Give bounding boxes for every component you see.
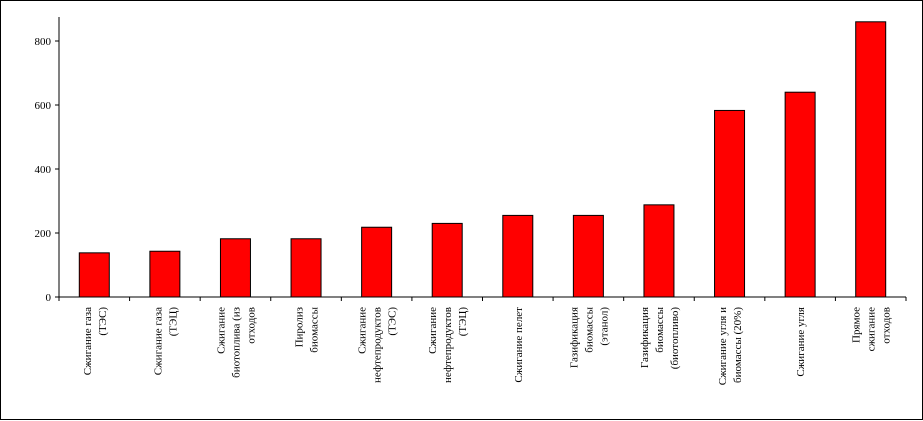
bar <box>714 109 746 298</box>
category-label-line: (ТЭС) <box>387 307 399 336</box>
category-label-line: сжигание <box>866 307 878 352</box>
category-label-line: (ТЭЦ) <box>457 307 469 337</box>
category-label-line: Прямое <box>851 307 863 343</box>
category-label: Сжигание биотоплива (из отходов <box>215 307 257 378</box>
category-label: Сжигание нефтепродуктов (ТЭС) <box>357 307 399 383</box>
bar <box>502 214 534 298</box>
bar <box>643 204 675 298</box>
category-label: Газификация биомассы (биотопливо) <box>639 306 681 369</box>
category-label-line: Газификация <box>639 307 651 368</box>
category-label-line: Сжигание <box>357 307 369 354</box>
category-label: Прямое сжигание отходов <box>851 307 893 352</box>
bar <box>431 222 463 298</box>
category-labels: Сжигание газа (ТЭС) Сжигание газа (ТЭЦ) Сжиг… <box>82 306 893 385</box>
category-label: Сжигание нефтепродуктов (ТЭЦ) <box>427 307 469 383</box>
category-label-line: биотоплива (из <box>230 307 242 378</box>
category-label-line: Сжигание пелет <box>513 307 525 383</box>
category-label: Пиролиз биомассы <box>294 306 321 352</box>
bar <box>855 21 887 298</box>
category-label-line: Сжигание угля <box>795 307 807 377</box>
category-label-line: Пиролиз <box>294 307 306 347</box>
category-label: Сжигание пелет <box>513 307 525 383</box>
y-axis-ticks: 0 200 400 600 800 <box>35 36 59 304</box>
axes <box>58 17 907 301</box>
bar <box>572 214 604 298</box>
category-label-line: биомассы <box>654 306 666 352</box>
category-label-line: (этанол) <box>598 307 610 346</box>
category-label-line: Сжигание <box>427 307 439 354</box>
category-label-line: (ТЭС) <box>97 307 109 336</box>
y-tick-label: 200 <box>35 228 52 240</box>
category-label-line: Сжигание угля и <box>717 307 729 385</box>
category-label-line: биомассы <box>309 306 321 352</box>
category-label-line: отходов <box>245 307 257 344</box>
bar <box>78 252 110 298</box>
bar <box>290 238 322 298</box>
category-label: Сжигание угля <box>795 307 807 377</box>
category-label-line: нефтепродуктов <box>442 307 454 383</box>
category-label: Сжигание газа (ТЭЦ) <box>152 307 179 376</box>
category-label-line: Газификация <box>568 307 580 368</box>
category-label-line: (ТЭЦ) <box>167 307 179 337</box>
bars <box>78 21 887 298</box>
category-label-line: (биотопливо) <box>669 307 681 370</box>
category-label: Газификация биомассы (этанол) <box>568 306 610 368</box>
category-label: Сжигание угля и биомассы (20%) <box>717 307 744 386</box>
category-label-line: Сжигание газа <box>152 307 164 375</box>
category-label-line: Сжигание газа <box>82 307 94 375</box>
y-tick-label: 800 <box>35 36 52 48</box>
y-tick-label: 600 <box>35 100 52 112</box>
bar <box>219 238 251 298</box>
y-tick-label: 0 <box>46 292 52 304</box>
bar <box>361 226 393 298</box>
bar <box>784 91 816 298</box>
category-label-line: биомассы <box>583 306 595 352</box>
category-label-line: нефтепродуктов <box>372 307 384 383</box>
category-label-line: отходов <box>881 307 893 344</box>
bar <box>149 250 181 298</box>
category-label: Сжигание газа (ТЭС) <box>82 307 109 376</box>
y-tick-label: 400 <box>35 164 52 176</box>
category-label-line: биомассы (20%) <box>732 307 744 383</box>
category-label-line: Сжигание <box>215 307 227 354</box>
